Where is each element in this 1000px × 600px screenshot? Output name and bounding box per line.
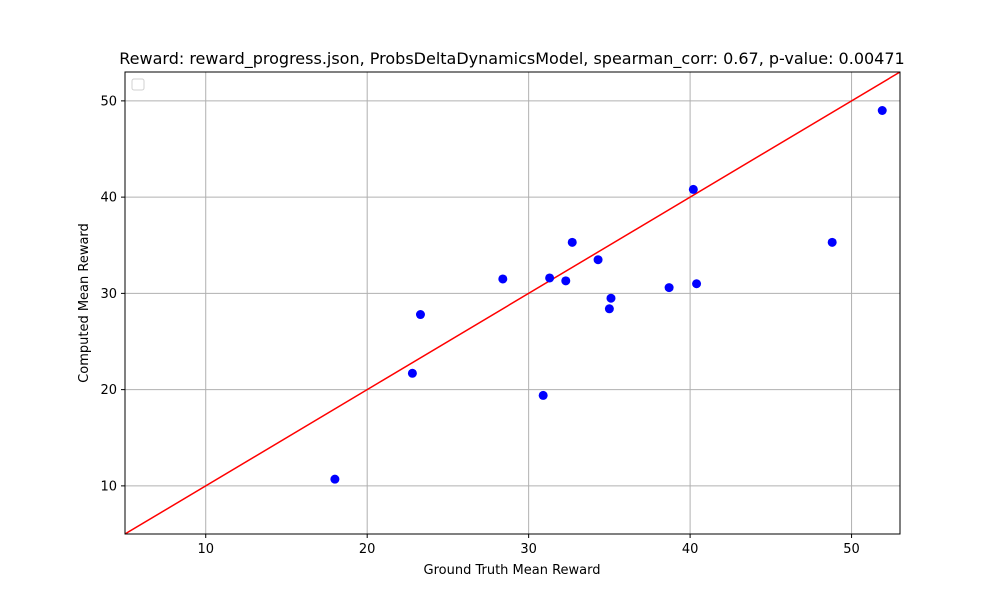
data-point bbox=[692, 279, 702, 289]
data-point bbox=[827, 237, 837, 247]
data-point bbox=[330, 474, 340, 484]
axis-ticks: 10 20 30 40 50 10 20 30 40 50 bbox=[100, 94, 859, 557]
reference-line-layer bbox=[124, 71, 901, 535]
data-point bbox=[415, 310, 425, 320]
y-tick-label: 30 bbox=[100, 287, 117, 302]
scatter-points bbox=[330, 106, 887, 484]
data-point bbox=[538, 390, 548, 400]
y-tick-label: 40 bbox=[100, 191, 117, 206]
y-tick-label: 10 bbox=[100, 479, 117, 494]
data-point bbox=[498, 274, 508, 284]
data-point bbox=[688, 184, 698, 194]
data-point bbox=[877, 106, 887, 115]
legend-box bbox=[131, 78, 145, 91]
data-point bbox=[593, 255, 603, 265]
reference-line bbox=[124, 71, 901, 535]
data-point bbox=[604, 304, 614, 314]
x-tick-label: 20 bbox=[359, 542, 376, 557]
data-point bbox=[561, 276, 571, 286]
data-point bbox=[545, 273, 555, 283]
grid bbox=[125, 72, 900, 534]
x-axis-label: Ground Truth Mean Reward bbox=[424, 563, 601, 578]
data-point bbox=[407, 368, 417, 378]
y-axis-label: Computed Mean Reward bbox=[77, 223, 92, 383]
y-tick-label: 50 bbox=[100, 94, 117, 109]
plot-frame bbox=[124, 71, 901, 535]
data-point bbox=[606, 293, 616, 303]
y-tick-label: 20 bbox=[100, 383, 117, 398]
x-tick-label: 10 bbox=[197, 542, 214, 557]
x-tick-label: 30 bbox=[520, 542, 537, 557]
x-tick-label: 50 bbox=[843, 542, 860, 557]
data-point bbox=[567, 237, 577, 247]
x-tick-label: 40 bbox=[682, 542, 699, 557]
data-point bbox=[664, 283, 674, 293]
chart-title: Reward: reward_progress.json, ProbsDelta… bbox=[119, 49, 904, 69]
